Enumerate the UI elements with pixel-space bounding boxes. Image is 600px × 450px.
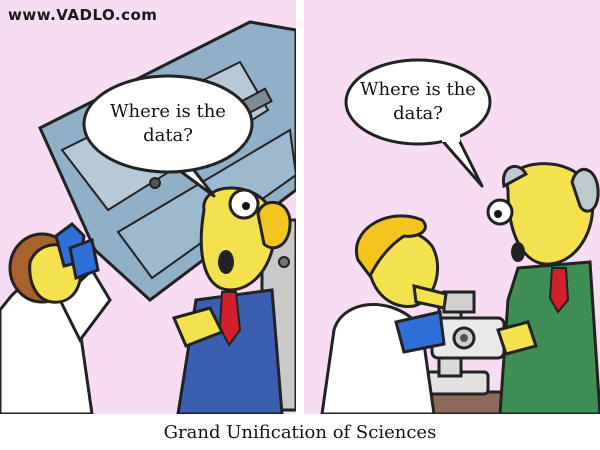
speech-text-right: Where is the data? <box>360 79 476 124</box>
speech-bubble-left <box>82 74 254 198</box>
speech-text-left: Where is the data? <box>110 101 226 146</box>
glove-icon <box>394 310 446 354</box>
biologist <box>320 214 448 414</box>
scientist-blue-suit <box>171 186 292 414</box>
panel-divider <box>296 0 304 414</box>
telescope-scene <box>0 0 296 414</box>
microscope-scene <box>304 0 600 414</box>
speech-bubble-right <box>344 58 492 188</box>
comic-panel-right: Where is the data? <box>304 0 600 414</box>
microscope-icon <box>422 290 506 396</box>
tie-icon <box>218 291 242 347</box>
comic-caption: Grand Unification of Sciences <box>163 422 437 443</box>
scientist-green-suit <box>486 162 600 414</box>
astronomer <box>0 222 112 414</box>
watermark: www.VADLO.com <box>8 6 158 24</box>
tie-icon <box>548 267 570 314</box>
comic-panel-left: Where is the data? <box>0 0 296 414</box>
